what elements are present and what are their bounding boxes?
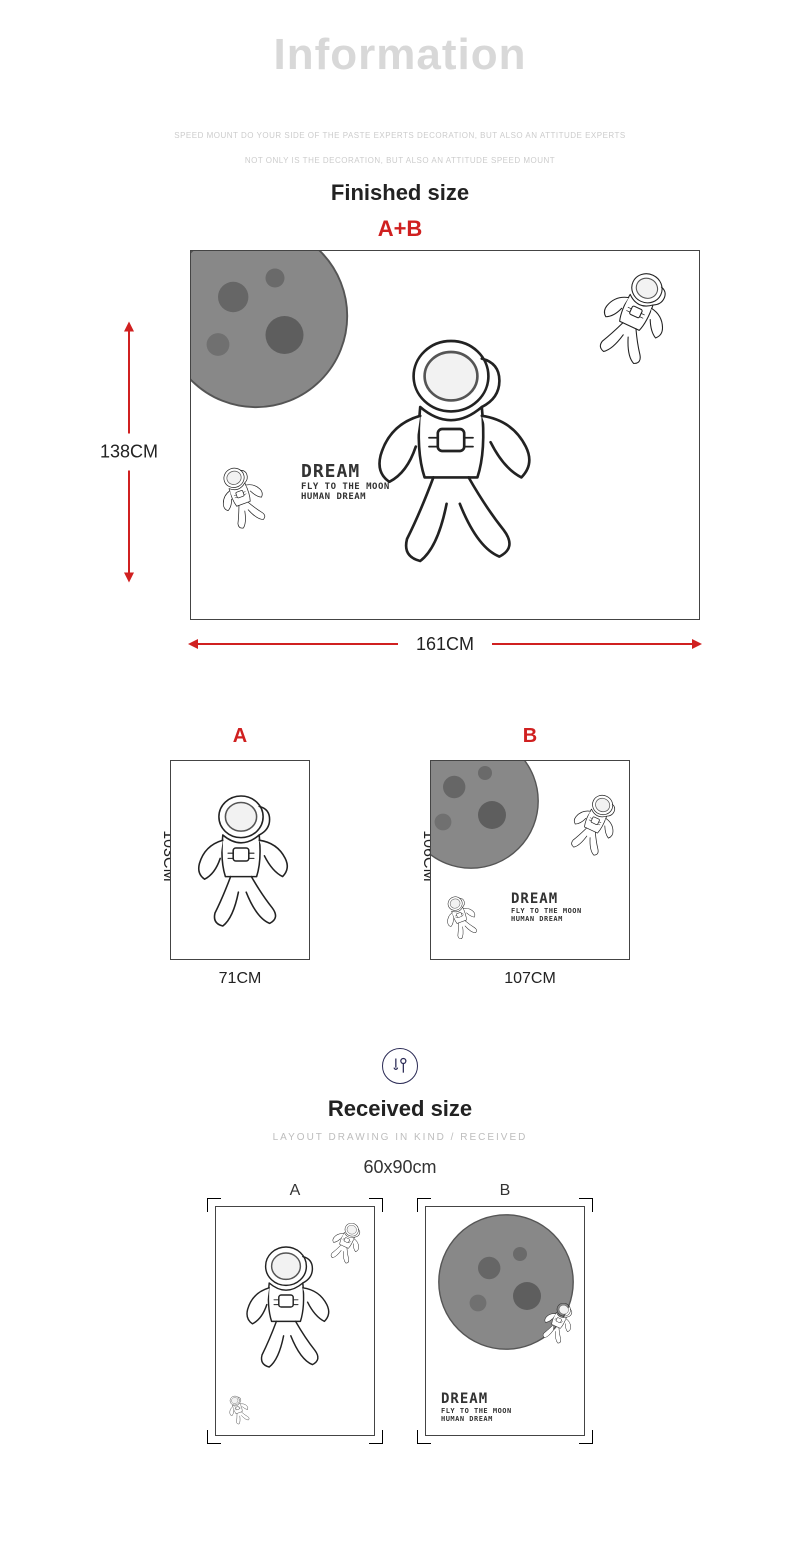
- tools-icon: [382, 1048, 418, 1084]
- panel-b-width: 107CM: [430, 970, 630, 988]
- panels-row: A 103CM 71CM B 106CM: [60, 725, 740, 988]
- received-size: 60x90cm: [60, 1157, 740, 1178]
- combo-label: A+B: [60, 216, 740, 242]
- received-a: A: [215, 1182, 375, 1436]
- received-a-label: A: [215, 1182, 375, 1200]
- received-b-label: B: [425, 1182, 585, 1200]
- dream-text: DREAM FLY TO THE MOON HUMAN DREAM: [301, 461, 390, 502]
- moon-illustration: [190, 250, 351, 411]
- astronaut-main: [341, 311, 561, 591]
- panel-b-label: B: [430, 725, 630, 748]
- finished-size-heading: Finished size: [60, 180, 740, 206]
- width-dimension: 161CM: [190, 634, 700, 655]
- panel-a: A 103CM 71CM: [170, 725, 310, 988]
- height-value: 138CM: [100, 442, 158, 463]
- astronaut-small-top: [570, 250, 698, 385]
- astronaut-b-left: [431, 885, 488, 948]
- height-dimension: 138CM: [100, 324, 158, 581]
- dream-text-b: DREAM FLY TO THE MOON HUMAN DREAM: [511, 891, 582, 923]
- main-canvas: DREAM FLY TO THE MOON HUMAN DREAM: [190, 250, 700, 620]
- tagline-2: NOT ONLY IS THE DECORATION, BUT ALSO AN …: [60, 155, 740, 168]
- astronaut-b-right: [551, 776, 630, 869]
- moon-b: [430, 760, 541, 871]
- astronaut-small-left: [200, 453, 281, 541]
- page-title: Information: [60, 30, 740, 80]
- panel-b: B 106CM DREAM FLY TO THE MOON HUMAN DREA…: [430, 725, 630, 988]
- width-value: 161CM: [416, 634, 474, 655]
- main-figure: 138CM DREAM FLY TO THE MOON HUMAN DREAM: [190, 250, 700, 655]
- astronaut-a: [176, 766, 306, 956]
- received-b: B DREAM FLY TO THE MOON HUMAN DREAM: [425, 1182, 585, 1436]
- tagline-1: SPEED MOUNT DO YOUR SIDE OF THE PASTE EX…: [60, 130, 740, 143]
- astronaut-ra-tiny: [219, 1388, 257, 1430]
- received-row: A B: [60, 1182, 740, 1436]
- received-sub: LAYOUT DRAWING IN KIND / RECEIVED: [60, 1132, 740, 1143]
- dream-text-rb: DREAM FLY TO THE MOON HUMAN DREAM: [441, 1391, 512, 1423]
- received-heading: Received size: [60, 1096, 740, 1122]
